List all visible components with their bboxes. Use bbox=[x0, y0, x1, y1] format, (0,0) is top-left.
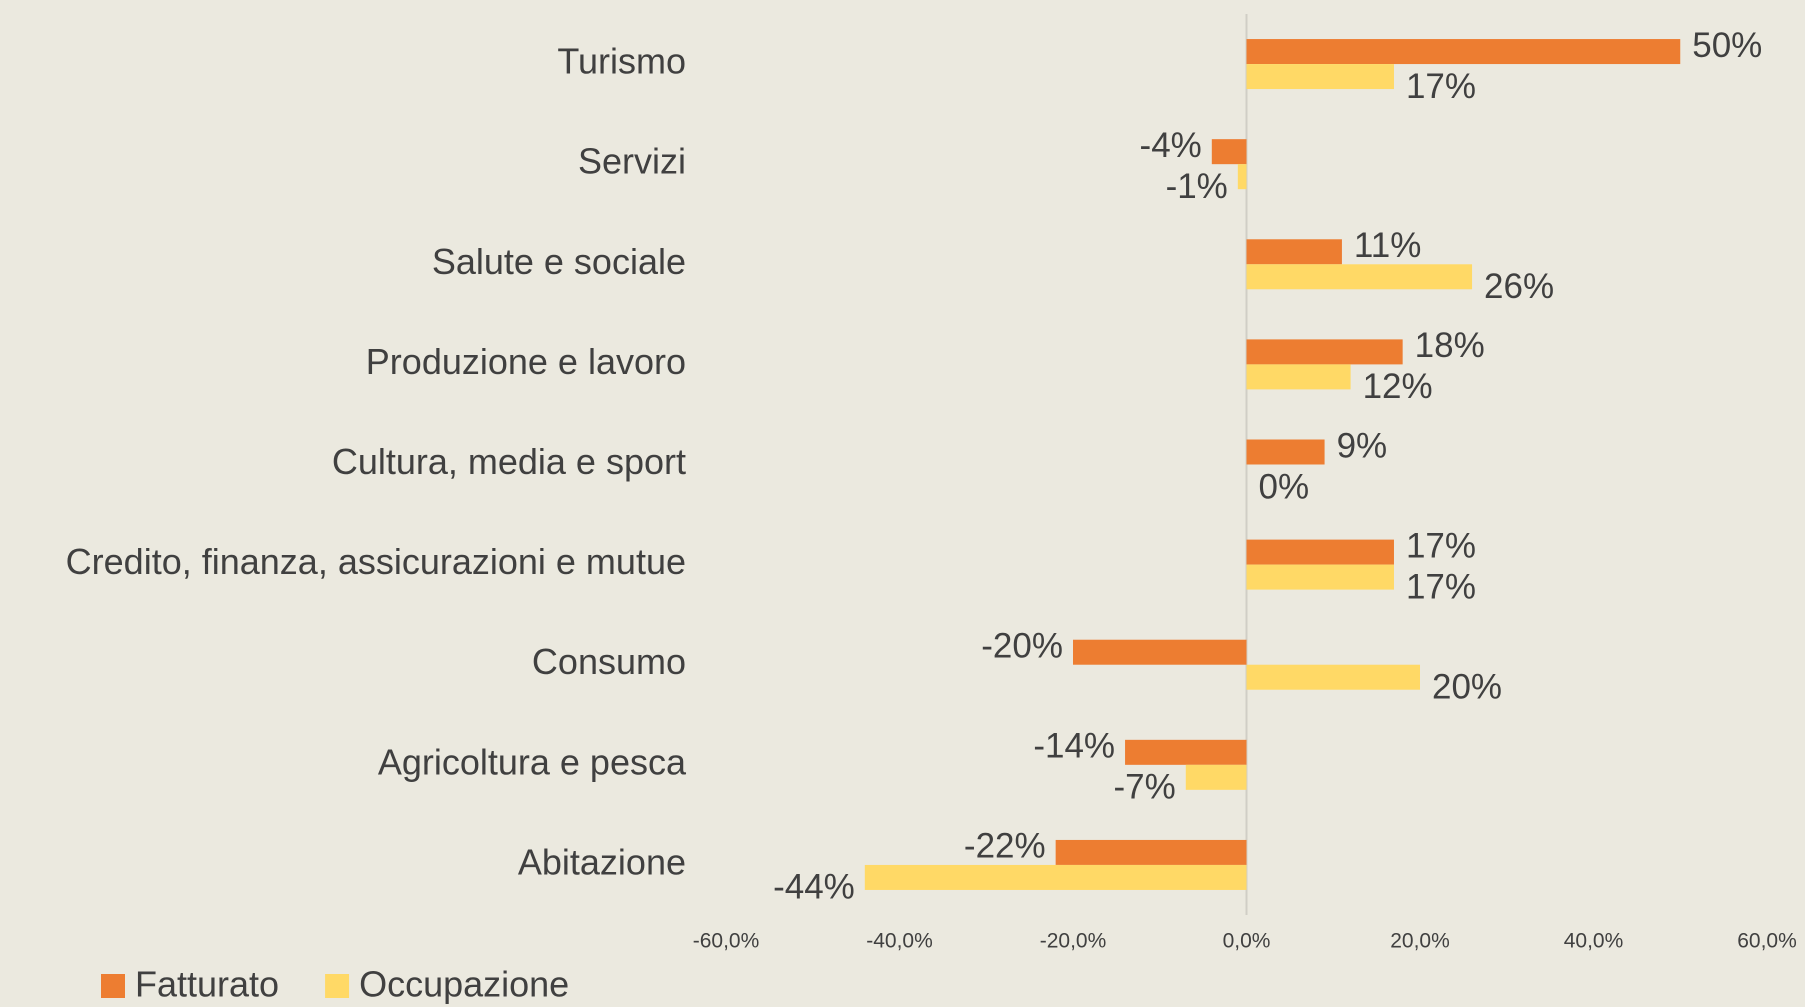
bar bbox=[1246, 564, 1394, 590]
category-label: Cultura, media e sport bbox=[332, 441, 686, 482]
value-label: 26% bbox=[1484, 267, 1554, 306]
category-label: Salute e sociale bbox=[432, 241, 686, 282]
value-label: 50% bbox=[1692, 26, 1762, 65]
x-tick-label: 40,0% bbox=[1564, 930, 1624, 953]
value-label: -14% bbox=[1033, 727, 1115, 766]
value-label: -20% bbox=[981, 626, 1063, 665]
value-label: 12% bbox=[1363, 367, 1433, 406]
category-label: Credito, finanza, assicurazioni e mutue bbox=[66, 541, 686, 582]
value-label: 0% bbox=[1259, 467, 1310, 506]
value-label: 18% bbox=[1415, 326, 1485, 365]
x-tick-label: 60,0% bbox=[1737, 930, 1797, 953]
value-label: -7% bbox=[1114, 768, 1176, 807]
x-tick-label: 20,0% bbox=[1390, 930, 1450, 953]
x-tick-label: 0,0% bbox=[1223, 930, 1271, 953]
value-label: -4% bbox=[1140, 126, 1202, 165]
category-label: Abitazione bbox=[518, 841, 686, 882]
bar bbox=[864, 864, 1247, 890]
value-label: -1% bbox=[1166, 167, 1228, 206]
category-label: Produzione e lavoro bbox=[366, 341, 686, 382]
bar bbox=[1237, 164, 1247, 190]
x-tick-label: -60,0% bbox=[693, 930, 760, 953]
legend-swatch bbox=[101, 974, 125, 998]
category-label: Servizi bbox=[578, 141, 686, 182]
bar bbox=[1246, 539, 1394, 565]
category-label: Agricoltura e pesca bbox=[378, 741, 687, 782]
legend-label: Fatturato bbox=[135, 964, 279, 1005]
legend-swatch bbox=[325, 974, 350, 998]
bar bbox=[1211, 139, 1247, 165]
bar bbox=[1246, 339, 1403, 365]
category-label: Turismo bbox=[557, 41, 686, 82]
bar bbox=[1246, 239, 1342, 265]
bar bbox=[1073, 639, 1247, 665]
value-label: -44% bbox=[773, 868, 855, 907]
bar bbox=[1185, 764, 1247, 790]
value-label: 17% bbox=[1406, 67, 1476, 106]
bar bbox=[1246, 664, 1420, 690]
bar bbox=[1246, 364, 1351, 390]
bar bbox=[1246, 439, 1325, 465]
legend-label: Occupazione bbox=[359, 964, 569, 1005]
bar bbox=[1055, 839, 1247, 865]
value-label: 9% bbox=[1337, 426, 1388, 465]
value-label: -22% bbox=[964, 827, 1046, 866]
category-label: Consumo bbox=[532, 641, 686, 682]
x-tick-label: -40,0% bbox=[866, 930, 933, 953]
value-label: 17% bbox=[1406, 526, 1476, 565]
value-label: 11% bbox=[1354, 226, 1421, 265]
value-label: 20% bbox=[1432, 667, 1502, 706]
value-label: 17% bbox=[1406, 567, 1476, 606]
x-tick-label: -20,0% bbox=[1040, 930, 1107, 953]
bar bbox=[1246, 39, 1681, 65]
bar bbox=[1125, 739, 1247, 765]
bar bbox=[1246, 64, 1394, 90]
bar bbox=[1246, 264, 1473, 290]
